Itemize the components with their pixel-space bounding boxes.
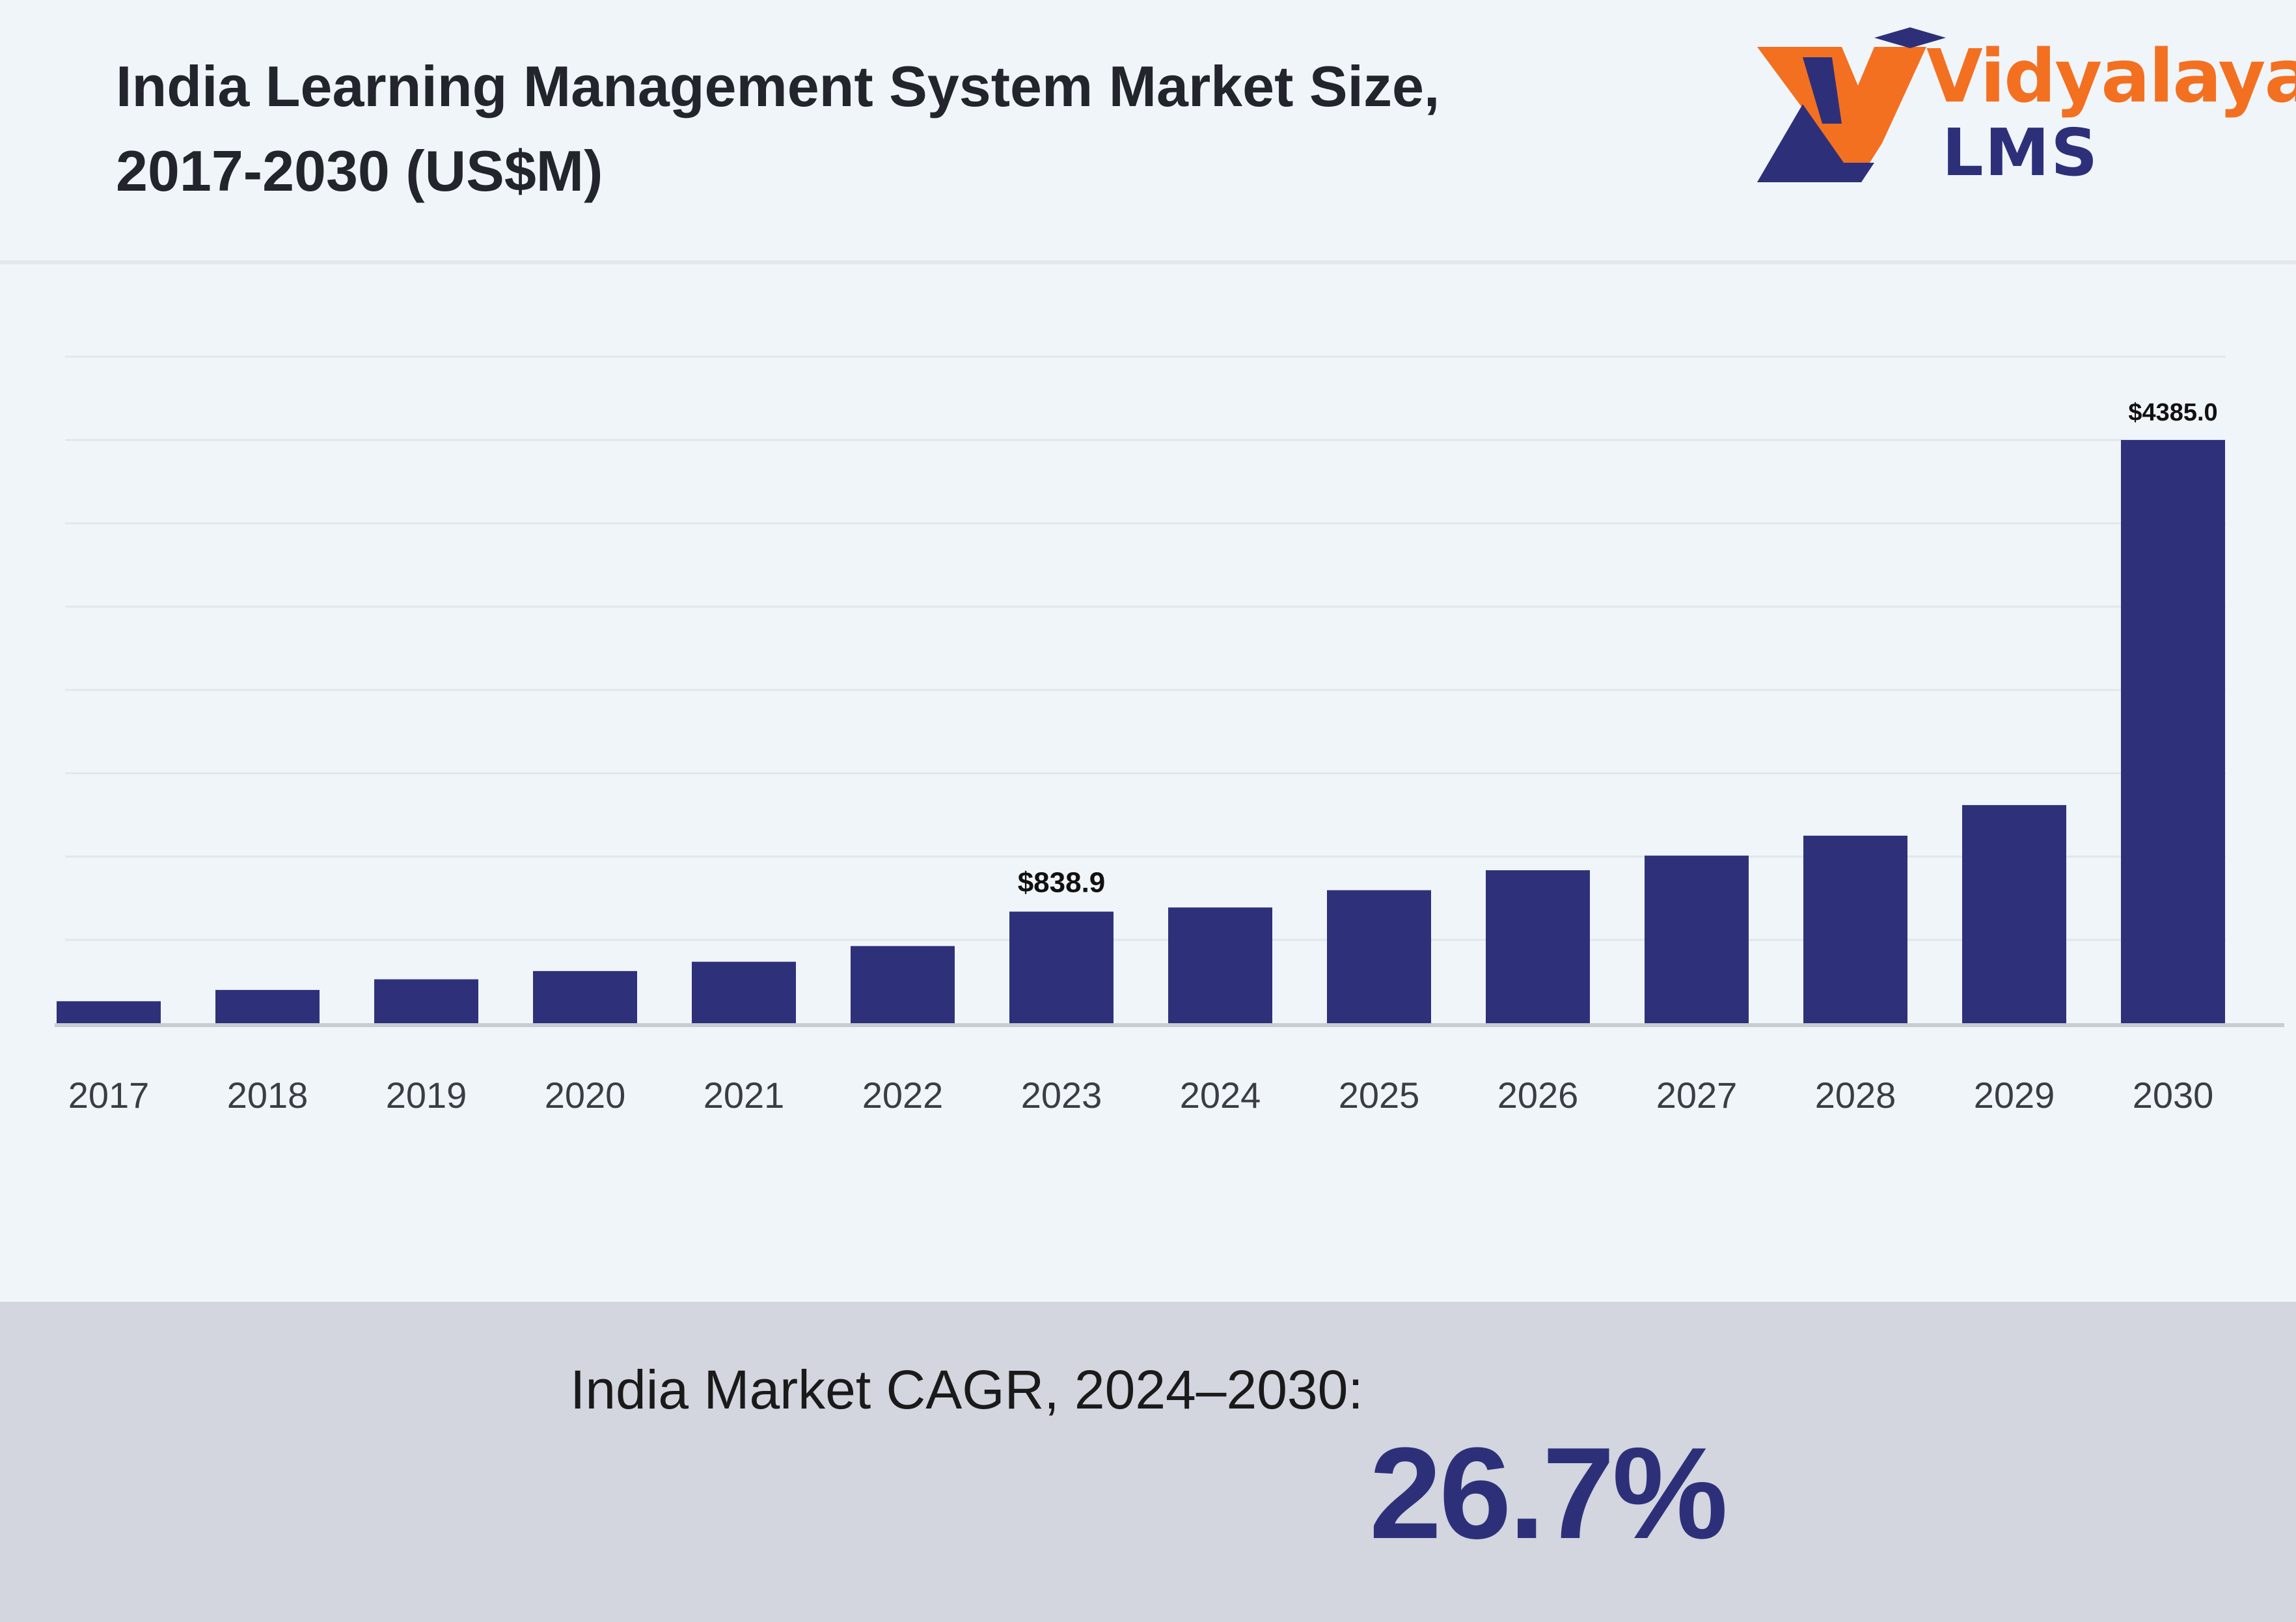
data-label: $838.9 [1018,867,1106,899]
x-tick-label: 2024 [1180,1075,1261,1116]
bar-2022 [851,946,955,1023]
vidyalaya-logo-mark [1757,27,1946,182]
bar-2029 [1962,804,2066,1023]
footer-panel [0,1302,2296,1622]
bar-2021 [692,961,796,1023]
x-tick-label: 2022 [862,1075,944,1116]
header-divider [0,260,2296,264]
bar-2019 [374,979,478,1023]
cagr-label: India Market CAGR, 2024–2030: [570,1359,1363,1420]
bar-2027 [1645,855,1749,1023]
x-tick-label: 2029 [1974,1075,2055,1116]
bar-2025 [1327,890,1431,1023]
x-tick-label: 2021 [704,1075,785,1116]
bar-2023 [1009,911,1114,1023]
bar-2026 [1486,870,1590,1023]
x-tick-label: 2027 [1656,1075,1738,1116]
bar-2028 [1803,835,1907,1023]
x-tick-label: 2026 [1497,1075,1579,1116]
data-label: $4385.0 [2128,399,2217,426]
bar-chart: 2017 2018 2019 2020 2021 2022 2023 $838.9 2024 20… [0,264,2296,1302]
logo-subtitle: LMS [1942,115,2099,191]
x-tick-label: 2020 [545,1075,626,1116]
bar-2017 [57,1001,161,1023]
chart-svg: 2017 2018 2019 2020 2021 2022 2023 $838.9 2024 20… [55,355,2284,1116]
header: India Learning Management System Market … [0,0,2296,260]
bar-2024 [1168,907,1272,1023]
title-line-2: 2017-2030 (US$M) [116,139,603,203]
x-tick-label: 2025 [1339,1075,1420,1116]
x-tick-label: 2017 [68,1075,150,1116]
title-line-1: India Learning Management System Market … [116,54,1440,118]
bar-2020 [533,970,637,1023]
x-tick-label: 2019 [386,1075,467,1116]
x-tick-label: 2030 [2133,1075,2214,1116]
bar-2018 [215,989,320,1023]
bar-2030 [2121,440,2225,1023]
x-tick-label: 2028 [1815,1075,1896,1116]
x-tick-label: 2023 [1021,1075,1102,1116]
cagr-value: 26.7% [1369,1421,1728,1566]
logo-wordmark: Vidyalaya [1926,34,2296,119]
x-tick-label: 2018 [227,1075,308,1116]
chart-title: India Learning Management System Market … [116,44,1580,213]
